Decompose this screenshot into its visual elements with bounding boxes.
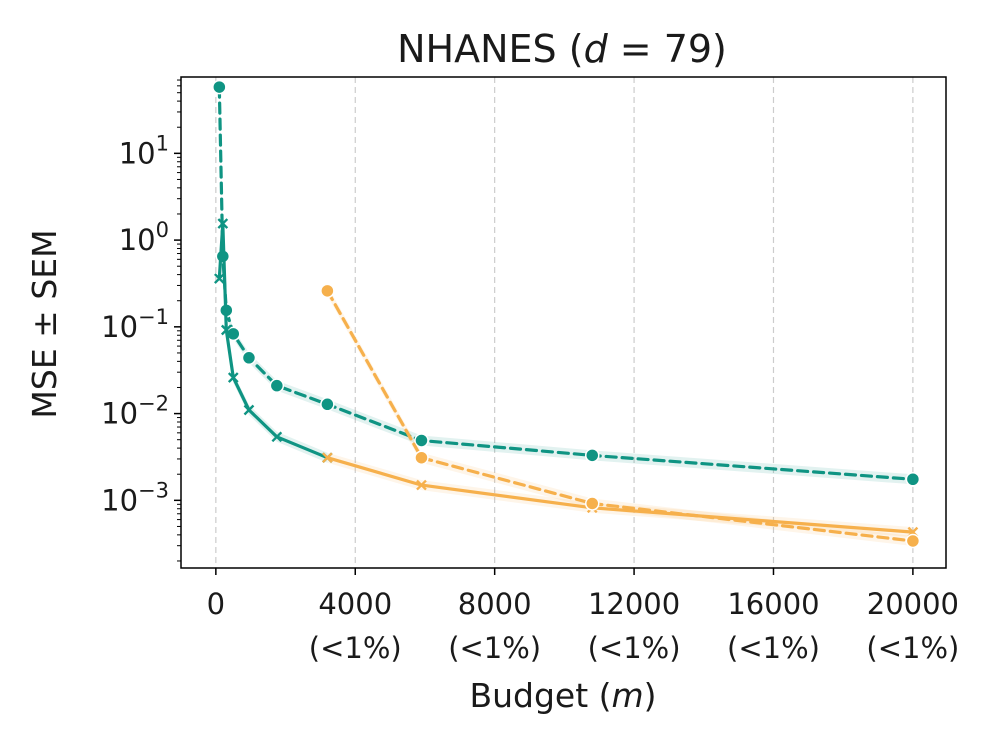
y-tick-label: 10−1 [101, 305, 169, 344]
data-point [414, 450, 429, 465]
y-axis-label: MSE ± SEM [25, 229, 64, 418]
axes-frame [180, 76, 947, 569]
grid-layer [215, 77, 914, 568]
data-point [414, 433, 429, 448]
series-line [217, 85, 915, 481]
sem-band [219, 82, 913, 485]
series-line [325, 289, 915, 543]
y-tick-label: 10−3 [101, 478, 169, 517]
series-layer [212, 79, 921, 549]
x-tick-label: 16000 [727, 587, 819, 621]
data-point [905, 533, 921, 549]
x-tick-sublabel: (<1%) [588, 631, 681, 665]
data-point [227, 372, 239, 383]
x-tick-sublabel: (<1%) [309, 631, 402, 665]
data-point [585, 496, 600, 511]
data-point [585, 448, 600, 463]
y-tick-label: 10−2 [101, 392, 169, 431]
y-tick-label: 101 [119, 131, 169, 170]
x-tick-label: 12000 [588, 587, 680, 621]
x-tick-label: 20000 [867, 587, 959, 621]
data-point [320, 397, 335, 412]
sem-band [327, 285, 913, 546]
data-point [213, 273, 225, 284]
data-point [241, 350, 257, 366]
data-point [269, 378, 285, 393]
x-axis-ticks: 0 4000 (<1%) 8000 (<1%) 12000 (<1%) 16000 (<1%) 2… [207, 568, 959, 665]
chart-title: NHANES (d = 79) [397, 27, 727, 71]
data-point [905, 472, 921, 487]
data-point [217, 218, 229, 229]
y-axis-ticks: 101 100 10−1 10−2 10−3 [101, 79, 181, 562]
x-tick-sublabel: (<1%) [866, 631, 959, 665]
x-tick-sublabel: (<1%) [448, 631, 541, 665]
series-line [325, 456, 915, 534]
data-point [271, 431, 283, 443]
x-tick-label: 4000 [318, 587, 392, 621]
x-tick-sublabel: (<1%) [727, 631, 820, 665]
data-point [416, 479, 427, 491]
data-point [220, 324, 232, 336]
sem-band-layer [219, 82, 913, 546]
data-point [320, 283, 335, 299]
data-point [243, 404, 255, 416]
data-point [322, 452, 333, 464]
y-tick-label: 100 [119, 218, 169, 257]
data-point [212, 79, 227, 95]
x-axis-label: Budget (m) [469, 676, 656, 715]
x-tick-label: 8000 [458, 587, 532, 621]
x-tick-label: 0 [207, 587, 225, 621]
